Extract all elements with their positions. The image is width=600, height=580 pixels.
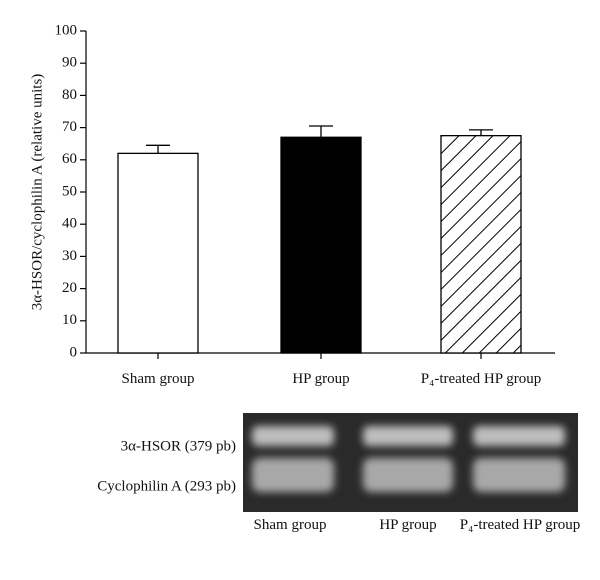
category-label: Sham group bbox=[253, 517, 327, 533]
band-label: Cyclophilin A (293 pb) bbox=[97, 478, 236, 494]
category-label: P₄-treated HP group bbox=[420, 371, 542, 387]
y-tick-label: 60 bbox=[62, 151, 77, 167]
bar bbox=[440, 134, 522, 354]
y-tick-label: 20 bbox=[62, 280, 77, 296]
y-tick-label: 90 bbox=[62, 55, 77, 71]
category-label: HP group bbox=[292, 371, 350, 387]
category-label: P₄-treated HP group bbox=[459, 517, 581, 533]
y-tick-label: 80 bbox=[62, 87, 77, 103]
band-label: 3α-HSOR (379 pb) bbox=[121, 438, 236, 454]
y-axis-label: 3α-HSOR/cyclophilin A (relative units) bbox=[29, 74, 45, 311]
category-label: HP group bbox=[379, 517, 437, 533]
y-tick-label: 50 bbox=[62, 183, 77, 199]
gel-image bbox=[243, 413, 578, 512]
bar bbox=[280, 136, 362, 354]
bar bbox=[117, 152, 199, 354]
y-tick-label: 10 bbox=[62, 312, 77, 328]
y-tick-label: 30 bbox=[62, 248, 77, 264]
y-tick-label: 0 bbox=[70, 344, 78, 360]
y-tick-label: 40 bbox=[62, 216, 77, 232]
category-label: Sham group bbox=[121, 371, 195, 387]
y-tick-label: 70 bbox=[62, 119, 77, 135]
y-tick-label: 100 bbox=[55, 22, 78, 38]
